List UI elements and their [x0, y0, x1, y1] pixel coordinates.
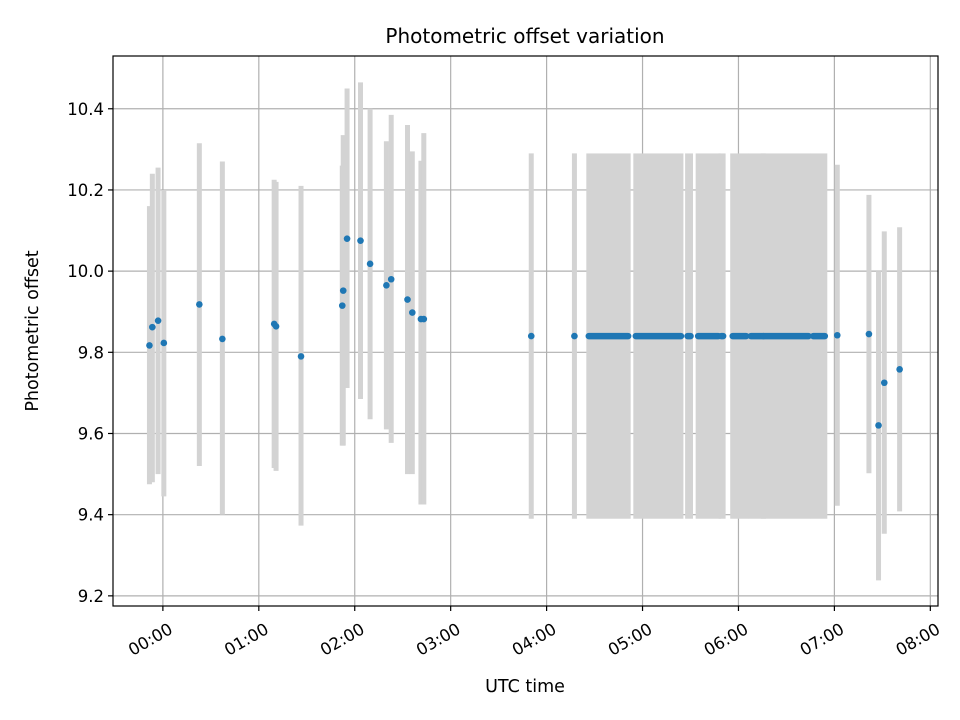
- data-point: [297, 353, 305, 360]
- data-points: [146, 235, 903, 429]
- data-point: [527, 332, 535, 340]
- data-point: [338, 302, 346, 309]
- data-point: [196, 301, 203, 308]
- y-tick-label: 9.8: [78, 343, 104, 362]
- chart-title: Photometric offset variation: [385, 24, 664, 48]
- data-point: [875, 422, 882, 429]
- data-point: [149, 323, 156, 331]
- data-point: [339, 287, 347, 294]
- data-point: [146, 342, 153, 349]
- y-tick-label: 9.2: [78, 587, 104, 606]
- y-tick-label: 9.4: [78, 506, 104, 525]
- y-tick-label: 10.4: [67, 100, 104, 119]
- data-point: [880, 379, 888, 387]
- plot-area-frame: [112, 55, 939, 607]
- data-point: [571, 332, 578, 340]
- data-point: [896, 366, 903, 373]
- data-point: [219, 335, 226, 343]
- data-point: [357, 237, 364, 244]
- data-point: [154, 317, 162, 324]
- data-point: [387, 275, 395, 283]
- y-tick-label: 9.6: [78, 424, 104, 443]
- data-point: [404, 296, 411, 303]
- x-axis-label: UTC time: [485, 677, 565, 697]
- y-axis-label: Photometric offset: [23, 250, 43, 411]
- data-point: [272, 323, 280, 330]
- data-point: [865, 330, 873, 338]
- data-point: [366, 260, 374, 268]
- data-point: [420, 315, 428, 323]
- y-tick-label: 10.2: [67, 181, 104, 200]
- data-point: [343, 235, 351, 242]
- data-point: [160, 339, 168, 347]
- data-point: [409, 309, 416, 316]
- data-point: [833, 331, 841, 339]
- data-point: [383, 282, 390, 289]
- y-tick-label: 10.0: [67, 262, 104, 281]
